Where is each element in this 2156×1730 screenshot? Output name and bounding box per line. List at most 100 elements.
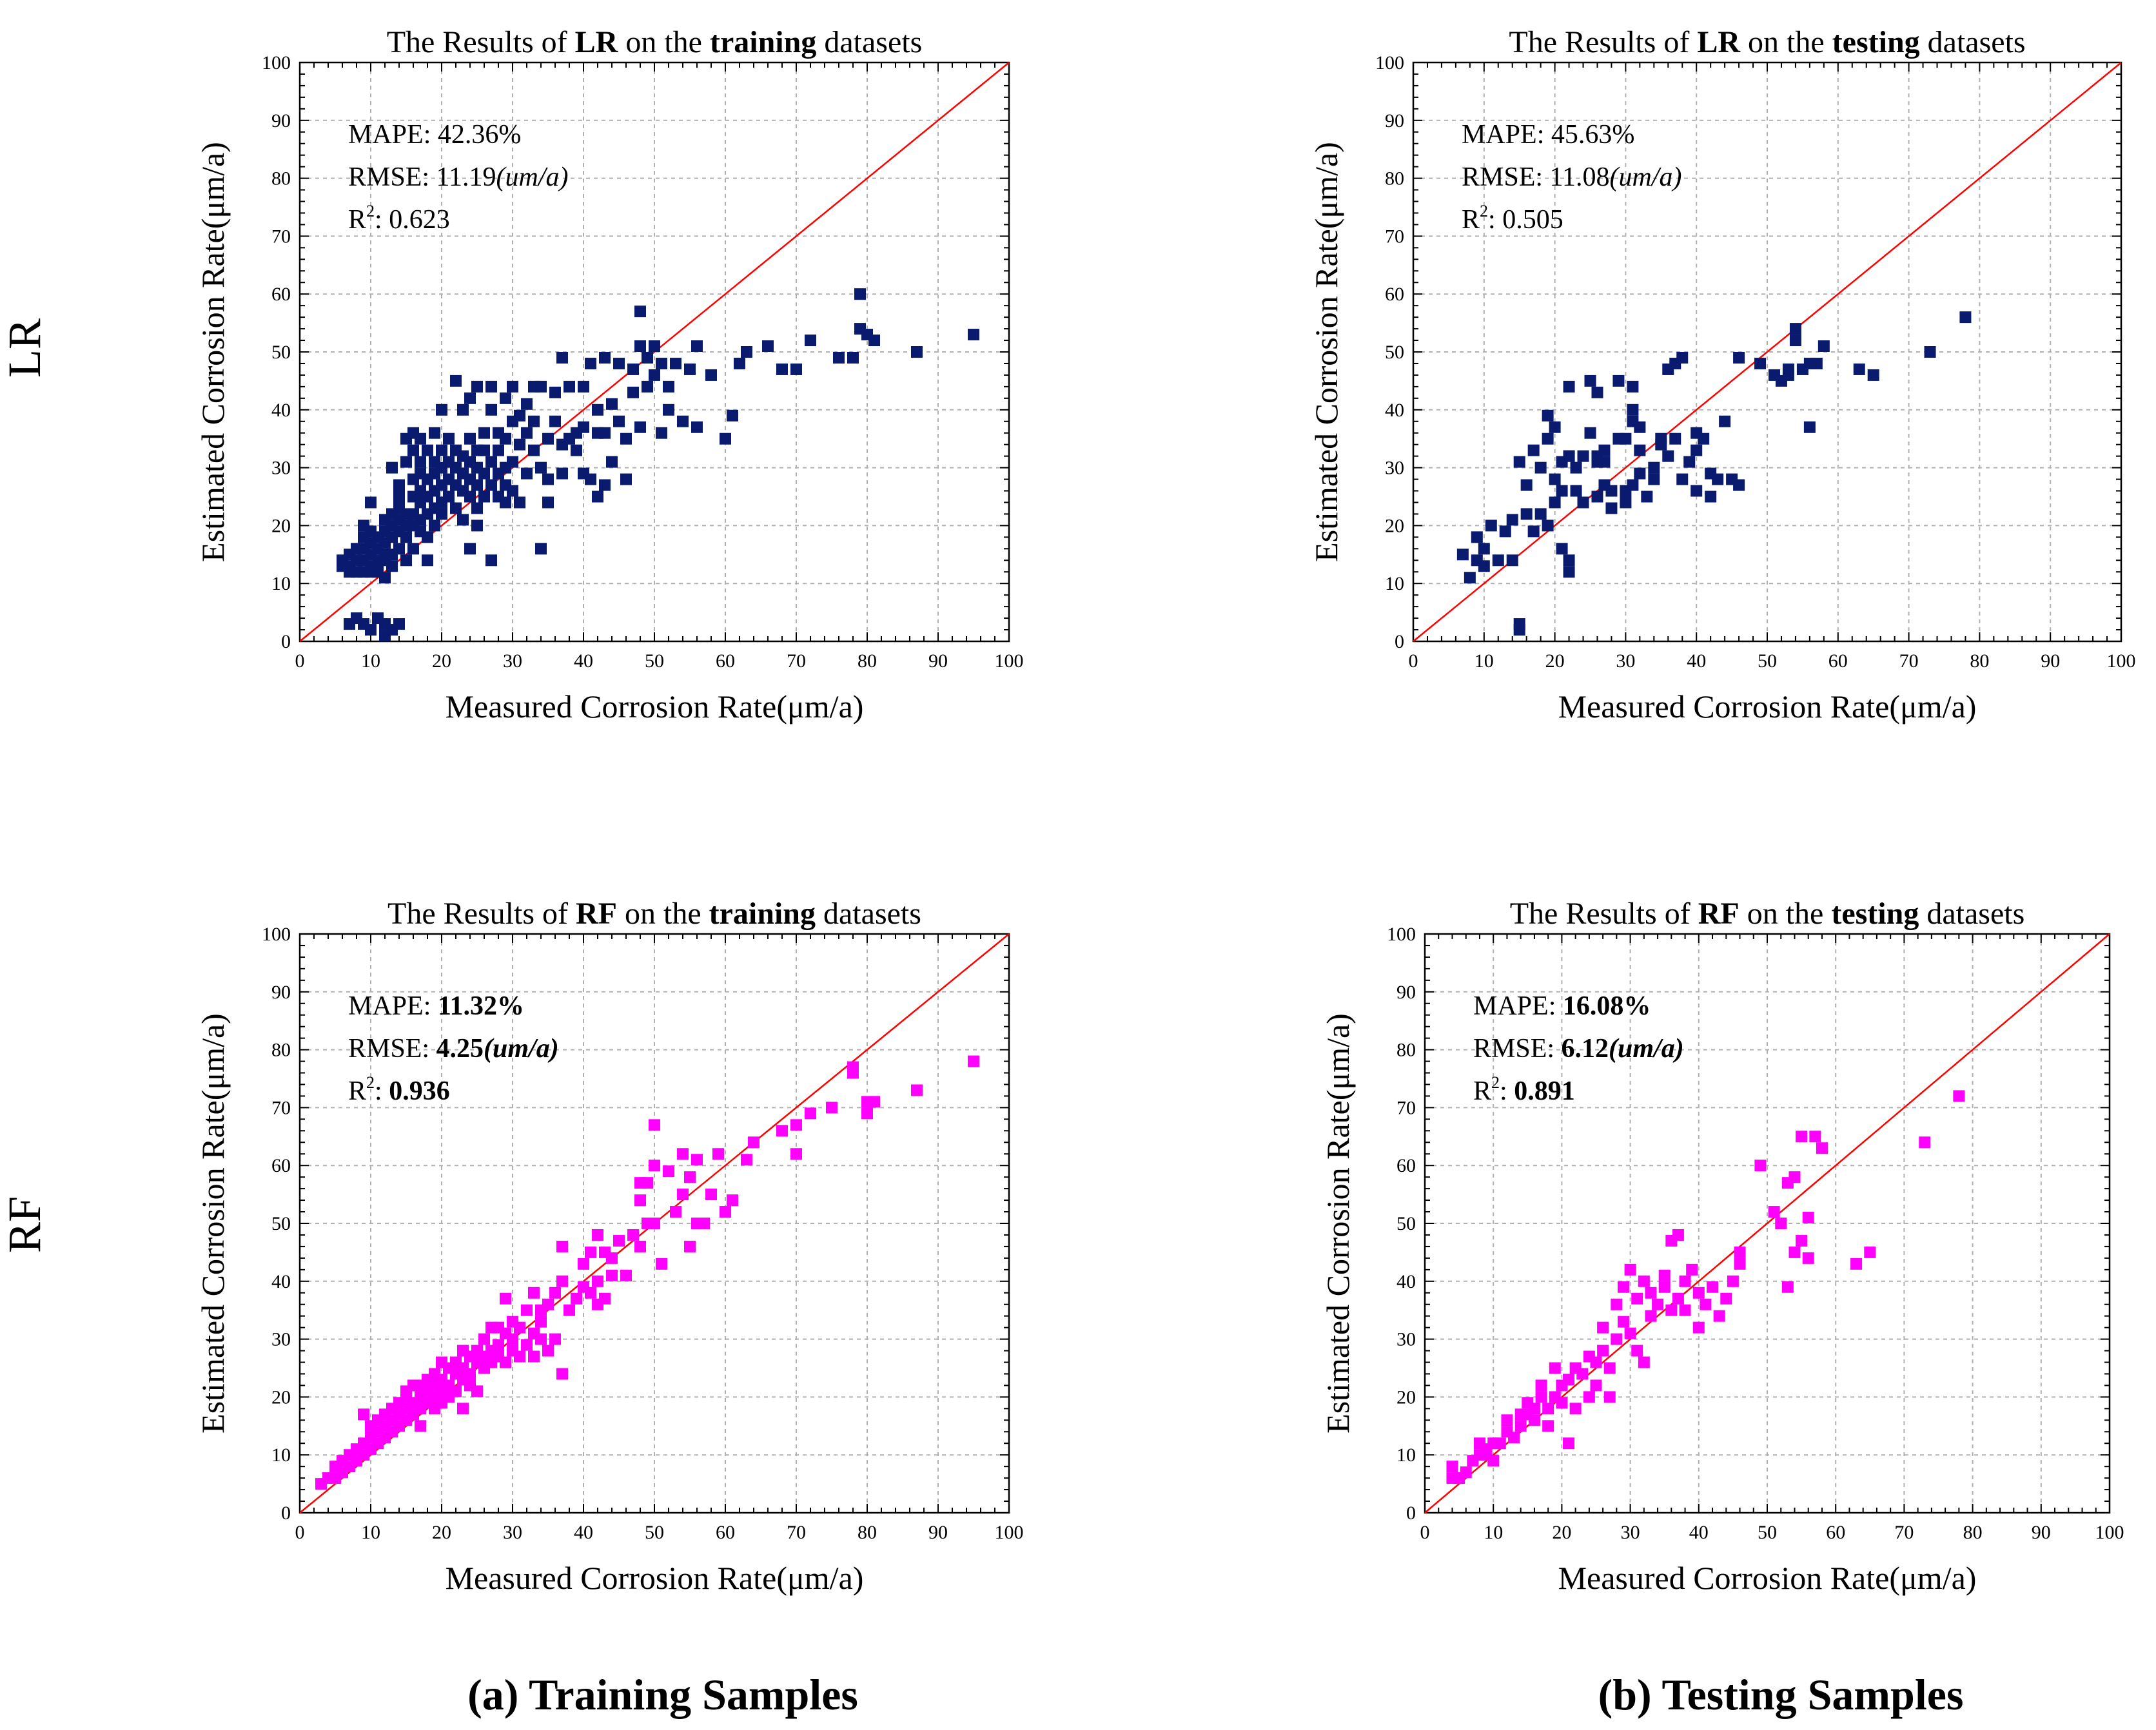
- x-tick-label: 20: [1552, 1522, 1571, 1543]
- data-point: [1690, 444, 1703, 456]
- data-point: [415, 432, 426, 445]
- data-point: [1802, 1212, 1814, 1224]
- data-point: [833, 351, 845, 364]
- data-point: [642, 1177, 653, 1189]
- stat-rmse-unit: (um/a): [496, 162, 569, 192]
- data-point: [691, 1154, 703, 1166]
- data-point: [1542, 1403, 1554, 1415]
- data-point: [535, 462, 547, 474]
- stat-mape-label: MAPE:: [1462, 120, 1551, 150]
- data-point: [1535, 1391, 1547, 1403]
- stat-mape-label: MAPE:: [348, 120, 438, 150]
- stat-mape-label: MAPE:: [1473, 991, 1563, 1021]
- data-point: [1810, 357, 1823, 369]
- data-point: [1692, 1287, 1705, 1299]
- data-point: [1549, 496, 1561, 509]
- stat-rmse: RMSE: 11.19(um/a): [348, 162, 568, 192]
- y-tick-label: 0: [281, 631, 291, 652]
- data-point: [393, 479, 405, 491]
- data-point: [1514, 1420, 1527, 1432]
- stat-rmse-unit: (um/a): [1609, 1034, 1684, 1064]
- data-point: [429, 520, 440, 532]
- data-point: [450, 374, 462, 387]
- y-tick-label: 70: [271, 1097, 291, 1118]
- data-point: [1627, 403, 1639, 416]
- data-point: [1720, 1292, 1732, 1305]
- data-point: [379, 630, 391, 642]
- data-point: [1648, 473, 1660, 485]
- data-point: [1634, 444, 1646, 456]
- data-point: [1456, 549, 1469, 561]
- y-tick-label: 40: [271, 1271, 291, 1292]
- data-point: [500, 496, 511, 509]
- data-point: [592, 403, 603, 416]
- chart-title-part: The Results of: [387, 897, 576, 931]
- data-point: [1464, 572, 1476, 584]
- stat-r2-superscript: 2: [1491, 1073, 1500, 1092]
- data-point: [365, 624, 377, 636]
- x-tick-label: 20: [432, 650, 451, 672]
- stat-rmse-value: 4.25: [436, 1034, 484, 1064]
- data-point: [1802, 1252, 1814, 1264]
- x-tick-label: 50: [1758, 650, 1777, 672]
- data-point: [500, 432, 511, 445]
- data-point: [656, 357, 667, 369]
- data-point: [1597, 1321, 1609, 1334]
- y-axis-label: Estimated Corrosion Rate(μm/a): [195, 1013, 231, 1434]
- y-tick-label: 60: [1396, 1155, 1416, 1176]
- x-tick-label: 70: [1899, 650, 1919, 672]
- data-point: [1712, 473, 1724, 485]
- data-point: [1528, 1403, 1540, 1415]
- y-tick-label: 20: [1385, 515, 1404, 536]
- y-tick-label: 50: [271, 1213, 291, 1234]
- y-tick-label: 30: [1396, 1329, 1416, 1350]
- data-point: [507, 380, 518, 393]
- x-tick-label: 40: [1689, 1522, 1709, 1543]
- data-point: [1563, 1374, 1575, 1386]
- data-point: [1605, 485, 1618, 497]
- stat-rmse: RMSE: 11.08(um/a): [1462, 162, 1681, 192]
- data-point: [1563, 566, 1575, 578]
- data-point: [528, 415, 540, 427]
- x-tick-label: 20: [432, 1522, 451, 1543]
- x-tick-label: 50: [645, 650, 664, 672]
- data-point: [613, 1234, 625, 1247]
- caption-training: (a) Training Samples: [467, 1670, 858, 1719]
- data-point: [1591, 450, 1603, 462]
- data-point: [1634, 467, 1646, 480]
- data-point: [606, 456, 618, 468]
- y-tick-label: 50: [1385, 342, 1404, 363]
- data-point: [1471, 531, 1483, 543]
- x-tick-label: 50: [1758, 1522, 1777, 1543]
- data-point: [535, 1333, 547, 1345]
- data-point: [571, 444, 582, 456]
- data-point: [521, 467, 533, 480]
- data-point: [1612, 374, 1625, 387]
- stat-rmse-unit: (um/a): [484, 1034, 559, 1064]
- data-point: [1648, 462, 1660, 474]
- chart-title-part: on the: [1740, 897, 1832, 931]
- chart-title-part: training: [710, 25, 816, 59]
- x-tick-label: 10: [1475, 650, 1494, 672]
- data-point: [1603, 1391, 1616, 1403]
- data-point: [500, 1356, 511, 1368]
- stat-r2: R2: 0.936: [348, 1073, 450, 1106]
- data-point: [1676, 473, 1689, 485]
- stat-mape-value: 11.32%: [438, 991, 524, 1021]
- data-point: [457, 1403, 469, 1415]
- data-point: [1535, 1379, 1547, 1392]
- data-point: [415, 456, 426, 468]
- data-point: [1658, 1281, 1671, 1293]
- data-point: [514, 496, 525, 509]
- data-point: [436, 403, 447, 416]
- data-point: [1631, 1345, 1643, 1357]
- data-point: [599, 479, 611, 491]
- data-point: [1556, 543, 1568, 555]
- data-point: [386, 462, 398, 474]
- y-axis-label: Estimated Corrosion Rate(μm/a): [1308, 142, 1344, 562]
- data-point: [1478, 560, 1490, 572]
- data-point: [698, 1218, 710, 1229]
- data-point: [1513, 456, 1525, 468]
- data-point: [1460, 1466, 1472, 1479]
- data-point: [1624, 1327, 1636, 1339]
